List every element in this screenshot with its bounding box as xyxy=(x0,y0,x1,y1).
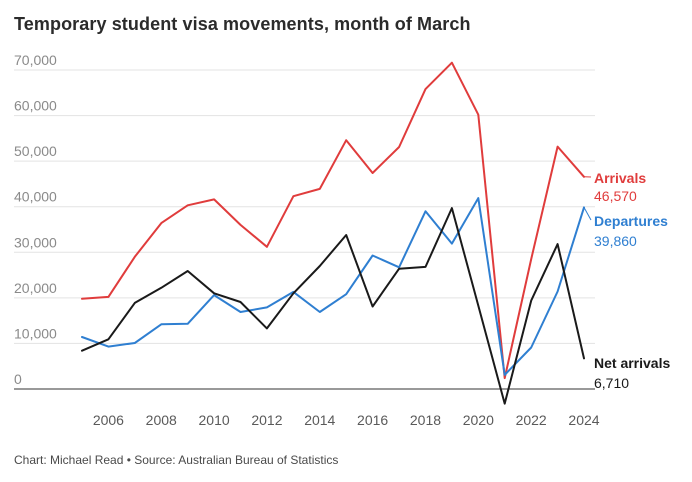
series-name-label: Net arrivals xyxy=(594,355,670,371)
series-end-value: 39,860 xyxy=(594,233,637,249)
y-tick-label: 50,000 xyxy=(14,143,57,159)
y-tick-label: 20,000 xyxy=(14,280,57,296)
gridlines xyxy=(14,69,595,390)
label-connector xyxy=(583,207,592,221)
x-axis-ticks: 2006 2008 2010 2012 2014 2016 2018 2020 2022 2024 xyxy=(93,412,600,428)
chart-source-credit: Chart: Michael Read • Source: Australian… xyxy=(14,453,339,467)
series-name-label: Arrivals xyxy=(594,170,646,186)
series-end-value: 46,570 xyxy=(594,188,637,204)
x-tick-label: 2012 xyxy=(251,412,282,428)
series-end-value: 6,710 xyxy=(594,375,629,391)
x-tick-label: 2024 xyxy=(568,412,599,428)
series-line-departures xyxy=(81,197,585,376)
y-tick-label: 30,000 xyxy=(14,234,57,250)
series-line-net-arrivals xyxy=(81,207,585,405)
x-tick-label: 2006 xyxy=(93,412,124,428)
y-axis-ticks: 0 10,000 20,000 30,000 40,000 50,000 60,000 70,… xyxy=(14,52,57,387)
y-tick-label: 40,000 xyxy=(14,189,57,205)
x-tick-label: 2022 xyxy=(516,412,547,428)
y-tick-label: 70,000 xyxy=(14,52,57,68)
chart-title: Temporary student visa movements, month … xyxy=(14,14,471,34)
series-end-labels: Arrivals 46,570 Departures 39,860 Net arriva… xyxy=(583,170,670,391)
series-name-label: Departures xyxy=(594,213,668,229)
series-lines xyxy=(81,61,585,405)
x-tick-label: 2008 xyxy=(146,412,177,428)
y-tick-label: 0 xyxy=(14,371,22,387)
x-tick-label: 2010 xyxy=(199,412,230,428)
y-tick-label: 10,000 xyxy=(14,325,57,341)
series-line-arrivals xyxy=(81,61,585,380)
y-tick-label: 60,000 xyxy=(14,98,57,114)
x-tick-label: 2020 xyxy=(463,412,494,428)
x-tick-label: 2014 xyxy=(304,412,335,428)
x-tick-label: 2018 xyxy=(410,412,441,428)
x-tick-label: 2016 xyxy=(357,412,388,428)
